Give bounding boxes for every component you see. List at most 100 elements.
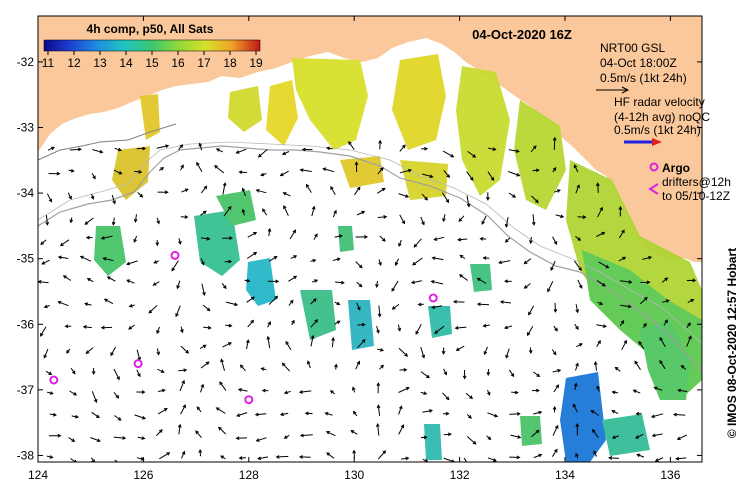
current-vector-head	[450, 154, 455, 158]
current-vector	[524, 283, 531, 289]
current-vector	[356, 211, 365, 216]
current-vector-head	[498, 260, 503, 265]
current-vector	[510, 434, 521, 438]
current-vector-head	[165, 144, 170, 148]
current-vector-head	[431, 256, 436, 260]
current-vector	[101, 235, 113, 239]
current-vector-head	[459, 254, 464, 259]
y-tick-label: -32	[17, 55, 35, 69]
current-vector	[477, 303, 490, 306]
current-vector-head	[91, 371, 96, 376]
current-vector-head	[86, 278, 91, 282]
current-vector-head	[292, 229, 297, 234]
current-vector-head	[202, 210, 207, 215]
current-vector-head	[532, 145, 537, 150]
colorbar-tick-label: 19	[249, 56, 263, 70]
x-tick-label: 126	[133, 468, 153, 482]
shelf-contour	[38, 145, 702, 373]
current-vector-head	[446, 174, 450, 179]
current-vector	[326, 452, 335, 459]
current-vector	[633, 389, 641, 394]
current-vector-head	[486, 371, 491, 376]
current-vector-head	[325, 146, 330, 151]
current-vector	[80, 255, 92, 262]
current-vector-head	[325, 431, 330, 435]
current-vector	[357, 324, 365, 326]
current-vector-head	[141, 436, 146, 440]
current-vector-head	[364, 235, 369, 239]
current-vector-head	[504, 238, 509, 243]
current-vector	[45, 215, 48, 225]
current-vector-head	[196, 161, 200, 166]
current-vector	[377, 216, 387, 218]
current-vector	[552, 236, 558, 245]
current-vector-head	[68, 195, 72, 200]
current-vector-head	[590, 410, 595, 414]
credit-text: © IMOS 08-Oct-2020 12:57 Hobart	[725, 248, 739, 438]
current-vector	[550, 260, 556, 271]
current-vector	[43, 348, 49, 358]
current-vector-head	[410, 280, 415, 285]
current-vector	[392, 303, 400, 310]
current-vector-head	[71, 438, 76, 442]
current-vector-head	[338, 234, 343, 238]
current-vector	[662, 299, 669, 303]
current-vector-head	[582, 215, 587, 219]
current-vector	[420, 216, 425, 225]
current-vector	[91, 391, 97, 403]
current-vector-head	[611, 435, 616, 439]
current-vector	[84, 303, 92, 306]
legend-gsl: NRT00 GSL 04-Oct 18:00Z 0.5m/s (1kt 24h)	[596, 41, 687, 94]
current-vector	[331, 337, 334, 348]
current-vector	[531, 195, 539, 203]
current-vector	[323, 168, 335, 173]
current-vector-head	[350, 430, 355, 434]
current-vector	[60, 239, 70, 246]
current-vector	[434, 236, 445, 241]
current-vector	[659, 360, 666, 370]
current-vector	[574, 383, 577, 391]
current-vector	[596, 340, 601, 347]
current-vector-head	[99, 149, 104, 154]
current-vector-head	[85, 235, 90, 240]
current-vector-head	[195, 430, 199, 435]
current-vector-head	[469, 177, 474, 181]
current-vector-head	[361, 322, 366, 327]
current-vector	[574, 164, 579, 173]
current-vector-head	[665, 299, 670, 303]
current-vector-head	[138, 169, 143, 174]
current-vector-head	[185, 349, 190, 354]
current-vector-head	[499, 300, 504, 304]
current-vector	[677, 434, 687, 440]
current-vector-head	[538, 410, 543, 415]
current-vector	[348, 141, 355, 150]
current-vector-head	[141, 415, 146, 420]
current-vector-head	[220, 358, 224, 363]
current-vector	[376, 325, 380, 333]
current-vector	[176, 280, 181, 289]
current-vector	[137, 192, 143, 198]
hf-avg: (4-12h avg) noQC	[614, 110, 710, 124]
x-axis: 124 126 128 130 132 134 136	[28, 16, 681, 482]
current-vector-head	[447, 432, 452, 437]
current-vector-head	[246, 278, 251, 283]
current-vector	[134, 414, 146, 419]
current-vector	[661, 277, 668, 283]
current-vector	[110, 346, 117, 356]
current-vector	[651, 413, 664, 418]
current-vector	[178, 424, 181, 435]
current-vector-head	[273, 256, 278, 260]
current-vector-head	[672, 412, 677, 417]
current-vector-head	[505, 354, 509, 359]
current-vector-head	[383, 215, 388, 219]
current-vector-head	[237, 388, 242, 392]
current-vector	[354, 186, 361, 196]
current-vector-head	[200, 383, 205, 388]
current-vector-head	[57, 255, 62, 260]
current-vector	[459, 274, 468, 281]
current-vector	[555, 214, 564, 218]
current-vector	[379, 235, 386, 242]
current-vector	[289, 229, 296, 240]
current-vector-head	[180, 164, 184, 169]
current-vector-head	[267, 227, 272, 232]
